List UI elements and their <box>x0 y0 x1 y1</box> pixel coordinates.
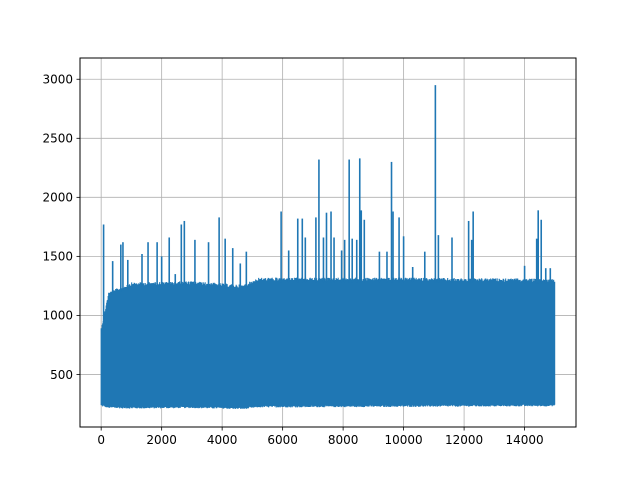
y-tick-label: 2500 <box>42 132 73 146</box>
x-tick-label: 6000 <box>267 433 298 447</box>
x-tick-label: 0 <box>97 433 105 447</box>
x-tick-label: 4000 <box>207 433 238 447</box>
y-tick-label: 1500 <box>42 250 73 264</box>
data-series <box>100 85 556 409</box>
x-tick-label: 12000 <box>445 433 483 447</box>
y-tick-label: 1000 <box>42 309 73 323</box>
x-axis: 0 2000 4000 6000 8000 10000 12000 14000 <box>97 427 544 447</box>
y-axis: 500 1000 1500 2000 2500 3000 <box>42 73 80 382</box>
y-tick-label: 500 <box>50 368 73 382</box>
series-line <box>100 277 556 409</box>
y-tick-label: 3000 <box>42 73 73 87</box>
x-tick-label: 8000 <box>328 433 359 447</box>
x-tick-label: 2000 <box>146 433 177 447</box>
y-tick-label: 2000 <box>42 191 73 205</box>
plot-area-frame <box>79 57 577 428</box>
x-tick-label: 10000 <box>385 433 423 447</box>
x-tick-label: 14000 <box>505 433 543 447</box>
